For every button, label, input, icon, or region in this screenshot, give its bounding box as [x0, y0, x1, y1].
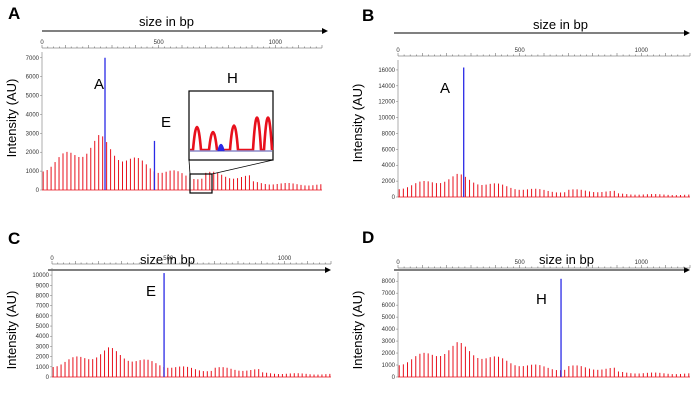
- intensity-axis-title: Intensity (AU): [4, 79, 19, 158]
- inset-zoom: H: [188, 70, 274, 194]
- intensity-axis-title: Intensity (AU): [4, 291, 19, 370]
- size-tick-label: 0: [396, 48, 400, 54]
- intensity-tick-label: 14000: [378, 84, 395, 90]
- panel-letter: C: [8, 229, 20, 248]
- inset-sample-peak: [217, 143, 225, 152]
- size-tick-label: 0: [40, 40, 44, 46]
- panel-letter: A: [8, 4, 20, 23]
- intensity-tick-label: 0: [392, 195, 396, 201]
- peak-label: H: [536, 291, 547, 308]
- intensity-tick-label: 5000: [36, 324, 50, 330]
- intensity-tick-label: 12000: [378, 100, 395, 106]
- intensity-tick-label: 8000: [382, 131, 396, 137]
- size-tick-label: 1000: [278, 256, 292, 262]
- intensity-tick-label: 9000: [36, 283, 50, 289]
- intensity-tick-label: 6000: [382, 303, 396, 309]
- intensity-tick-label: 7000: [26, 56, 40, 62]
- size-axis-title: size in bp: [539, 252, 594, 267]
- intensity-tick-label: 7000: [382, 291, 396, 297]
- intensity-tick-label: 2000: [382, 351, 396, 357]
- inset-label: H: [227, 70, 238, 87]
- peak-label: A: [440, 80, 450, 97]
- intensity-tick-label: 5000: [382, 315, 396, 321]
- intensity-tick-label: 10000: [32, 273, 49, 279]
- intensity-tick-label: 1000: [26, 169, 40, 175]
- intensity-tick-label: 0: [36, 188, 40, 194]
- size-axis-title: size in bp: [533, 17, 588, 32]
- size-axis-title: size in bp: [139, 14, 194, 29]
- arrowhead-icon: [684, 267, 690, 273]
- intensity-tick-label: 4000: [382, 163, 396, 169]
- intensity-tick-label: 8000: [382, 279, 396, 285]
- intensity-tick-label: 1000: [36, 365, 50, 371]
- zoom-connector: [211, 159, 274, 175]
- intensity-tick-label: 5000: [26, 94, 40, 100]
- arrowhead-icon: [684, 30, 690, 36]
- intensity-tick-label: 6000: [36, 314, 50, 320]
- intensity-tick-label: 6000: [382, 147, 396, 153]
- intensity-tick-label: 0: [46, 375, 50, 381]
- peak-label: E: [146, 283, 156, 300]
- size-tick-label: 500: [154, 40, 165, 46]
- intensity-tick-label: 1000: [382, 363, 396, 369]
- zoom-box: [189, 173, 213, 194]
- intensity-tick-label: 3000: [36, 344, 50, 350]
- intensity-tick-label: 8000: [36, 293, 50, 299]
- intensity-tick-label: 6000: [26, 75, 40, 81]
- peak-label: E: [161, 114, 171, 131]
- intensity-tick-label: 4000: [26, 112, 40, 118]
- size-tick-label: 1000: [635, 260, 649, 266]
- intensity-tick-label: 3000: [382, 339, 396, 345]
- arrowhead-icon: [325, 267, 331, 273]
- intensity-axis-title: Intensity (AU): [350, 84, 365, 163]
- size-axis-title: size in bp: [140, 252, 195, 267]
- size-tick-label: 500: [515, 48, 526, 54]
- panel-letter: D: [362, 228, 374, 247]
- size-tick-label: 1000: [269, 40, 283, 46]
- inset-ladder-trace: [190, 116, 274, 152]
- size-tick-label: 1000: [635, 48, 649, 54]
- intensity-tick-label: 10000: [378, 116, 395, 122]
- size-tick-label: 0: [396, 260, 400, 266]
- intensity-tick-label: 7000: [36, 304, 50, 310]
- arrowhead-icon: [322, 28, 328, 34]
- intensity-tick-label: 2000: [26, 150, 40, 156]
- size-tick-label: 500: [163, 256, 174, 262]
- zoom-connector: [188, 159, 191, 175]
- intensity-tick-label: 4000: [382, 327, 396, 333]
- peak-label: A: [94, 76, 104, 93]
- intensity-axis-title: Intensity (AU): [350, 291, 365, 370]
- intensity-tick-label: 0: [392, 375, 396, 381]
- intensity-tick-label: 3000: [26, 131, 40, 137]
- intensity-tick-label: 2000: [382, 179, 396, 185]
- intensity-tick-label: 16000: [378, 68, 395, 74]
- intensity-tick-label: 2000: [36, 355, 50, 361]
- panel-letter: B: [362, 6, 374, 25]
- intensity-tick-label: 4000: [36, 334, 50, 340]
- size-tick-label: 0: [50, 256, 54, 262]
- size-tick-label: 500: [515, 260, 526, 266]
